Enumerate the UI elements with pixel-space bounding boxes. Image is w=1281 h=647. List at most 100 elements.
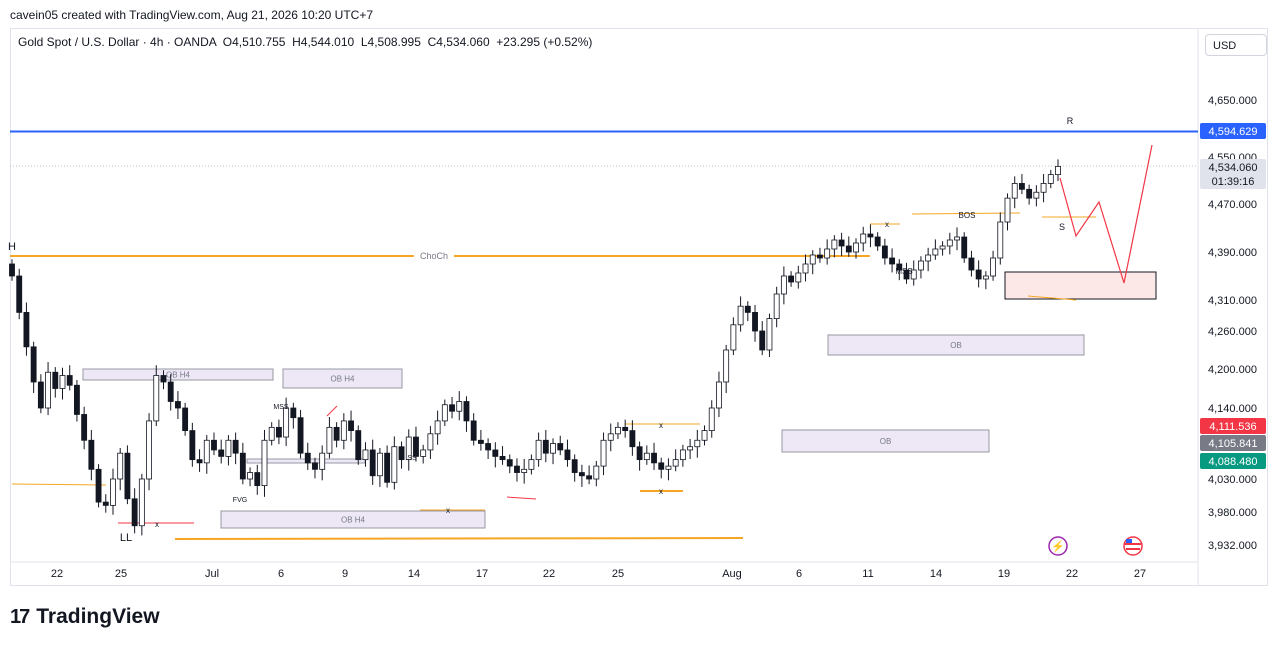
- candle-body: [817, 254, 823, 259]
- candle-body: [283, 407, 290, 438]
- zone-label: OB H4: [330, 375, 355, 384]
- candle-body: [59, 375, 66, 389]
- candle-body: [196, 459, 203, 464]
- chart-annotation: FVG: [233, 497, 247, 504]
- candle-body: [881, 245, 888, 259]
- candle-body: [802, 263, 809, 274]
- candle-body: [535, 439, 542, 461]
- chart-annotation: H: [8, 241, 16, 253]
- candle-body: [16, 275, 23, 313]
- price-badge-label: 01:39:16: [1212, 176, 1255, 188]
- candle-body: [1033, 191, 1040, 199]
- zone-label: OB H4: [341, 516, 366, 525]
- chart-annotation: x: [659, 421, 663, 430]
- candle-body: [1026, 188, 1033, 199]
- chart-annotation: R: [1067, 116, 1074, 126]
- price-badge-label: 4,594.629: [1209, 126, 1258, 138]
- candle-body: [456, 401, 463, 412]
- y-tick-label: 4,140.000: [1208, 403, 1257, 415]
- candle-body: [45, 371, 51, 409]
- candle-body: [903, 269, 910, 280]
- chart-annotation: S: [1059, 222, 1065, 232]
- candle-body: [485, 443, 492, 451]
- x-tick-label: 9: [342, 568, 348, 580]
- candle-body: [571, 459, 578, 473]
- candle-body: [73, 384, 80, 415]
- candle-body: [997, 221, 1004, 259]
- price-badge-label: 4,105.841: [1209, 438, 1258, 450]
- price-badge-label: 4,088.480: [1209, 456, 1258, 468]
- tradingview-logo: 17 TradingView: [10, 605, 160, 629]
- candle-body: [961, 236, 968, 259]
- candle-body: [95, 468, 102, 503]
- candle-body: [297, 417, 304, 454]
- candle-body: [405, 436, 412, 461]
- bos-line: [911, 212, 1021, 215]
- candle-body: [780, 275, 787, 295]
- price-badge: [1200, 435, 1266, 451]
- candle-body: [809, 254, 816, 265]
- candle-body: [542, 439, 549, 454]
- candle-body: [463, 401, 470, 422]
- candle-body: [340, 420, 347, 441]
- candle-body: [557, 443, 564, 451]
- candle-body: [1047, 174, 1054, 184]
- candle-body: [874, 236, 881, 247]
- chart-frame: [10, 28, 1268, 586]
- candle-body: [275, 426, 282, 438]
- candle-body: [470, 420, 477, 441]
- symbol-legend: Gold Spot / U.S. Dollar · 4h · OANDA O4,…: [18, 35, 593, 49]
- price-badge-label: 4,111.536: [1209, 421, 1256, 433]
- candle-body: [550, 443, 556, 454]
- choch-label: ChoCh: [420, 251, 448, 261]
- candle-body: [910, 269, 917, 280]
- candle-body: [326, 426, 333, 454]
- candle-body: [701, 430, 708, 441]
- projected-path: [1059, 144, 1153, 284]
- candle-body: [1040, 183, 1047, 193]
- x-tick-label: 19: [998, 568, 1010, 580]
- candle-body: [968, 257, 975, 271]
- chart-annotation: MSS: [895, 267, 912, 276]
- chart-annotation: x: [155, 520, 159, 529]
- zone-label: OB: [950, 341, 962, 350]
- candle-body: [860, 233, 867, 244]
- candle-body: [838, 239, 845, 247]
- candle-body: [434, 420, 441, 435]
- candle-body: [102, 501, 109, 506]
- candle-body: [477, 439, 484, 444]
- candle-body: [766, 318, 773, 351]
- zone-label: OB: [880, 437, 892, 446]
- chart-annotation: SS: [407, 455, 417, 462]
- candle-body: [615, 426, 621, 435]
- order-block-zone: [220, 510, 486, 529]
- candle-body: [918, 260, 924, 271]
- candle-body: [304, 452, 311, 464]
- order-block-zone: [827, 334, 1085, 356]
- chart-annotation: MSS: [273, 404, 289, 411]
- zone-label: OB H4: [166, 371, 191, 380]
- candle-body: [564, 449, 571, 461]
- candle-body: [66, 375, 73, 386]
- candle-body: [441, 404, 448, 422]
- candle-body: [413, 436, 419, 457]
- candle-body: [622, 426, 629, 431]
- sweep-line: [1027, 295, 1077, 301]
- candle-body: [203, 439, 210, 464]
- candle-body: [117, 452, 124, 480]
- candle-body: [716, 381, 722, 409]
- support-line: [174, 537, 744, 540]
- y-tick-label: 4,390.000: [1208, 247, 1257, 259]
- event-lightning-icon: [1048, 536, 1068, 556]
- chart-annotation: BOS: [959, 211, 976, 220]
- x-tick-label: Aug: [722, 568, 742, 580]
- price-badge: [1200, 418, 1266, 434]
- price-badge: [1200, 123, 1266, 139]
- candle-body: [506, 459, 513, 467]
- currency-button[interactable]: USD: [1205, 34, 1267, 56]
- candle-body: [182, 407, 189, 431]
- candle-body: [131, 498, 138, 527]
- y-tick-label: 4,030.000: [1208, 474, 1257, 486]
- candle-body: [708, 407, 715, 431]
